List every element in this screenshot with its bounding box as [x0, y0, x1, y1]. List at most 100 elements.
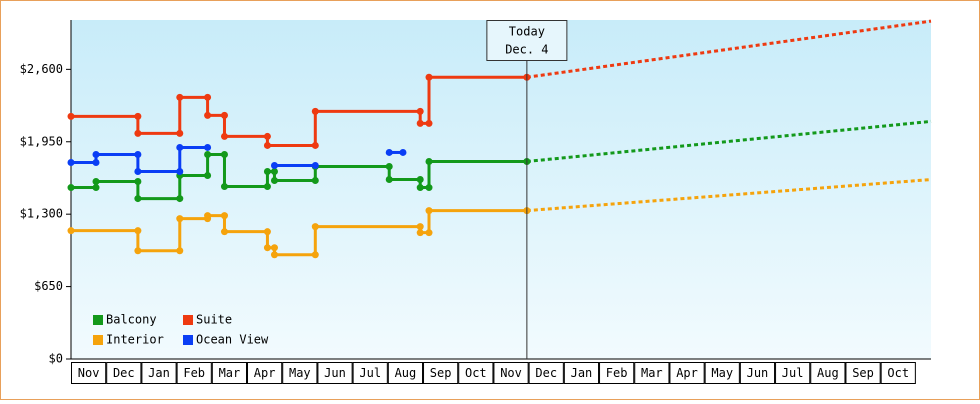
- x-tick-label: Dec: [113, 366, 135, 380]
- data-point: [134, 168, 142, 176]
- data-point: [92, 150, 100, 158]
- data-point: [204, 172, 212, 180]
- month-cell: [775, 362, 811, 384]
- data-point: [311, 161, 319, 169]
- y-tick-label: $0: [49, 352, 63, 366]
- month-cell: [739, 362, 776, 384]
- x-tick-label: Jul: [782, 366, 804, 380]
- x-tick-label: Oct: [465, 366, 487, 380]
- month-cell: [493, 362, 529, 384]
- data-point: [263, 132, 271, 140]
- data-point: [220, 228, 228, 236]
- x-tick-label: Mar: [641, 366, 663, 380]
- month-cell: [669, 362, 705, 384]
- month-cell: [423, 362, 459, 384]
- data-point: [67, 112, 75, 120]
- month-cell: [634, 362, 670, 384]
- data-point: [134, 247, 142, 255]
- data-point: [425, 157, 433, 165]
- data-point: [176, 93, 184, 101]
- data-point: [176, 195, 184, 203]
- data-point: [176, 215, 184, 223]
- x-tick-label: Jan: [148, 366, 170, 380]
- legend-label: Ocean View: [196, 333, 269, 347]
- data-point: [270, 244, 278, 252]
- y-tick-label: $2,600: [20, 62, 63, 76]
- today-label: Dec. 4: [505, 43, 548, 57]
- data-point: [263, 141, 271, 149]
- x-tick-label: Nov: [500, 366, 522, 380]
- data-point: [176, 129, 184, 137]
- data-point: [425, 73, 433, 81]
- data-point: [134, 195, 142, 203]
- month-cell: [106, 362, 142, 384]
- month-cell: [211, 362, 248, 384]
- data-point: [416, 107, 424, 115]
- data-point: [425, 207, 433, 215]
- legend-swatch: [93, 335, 103, 345]
- data-point: [311, 223, 319, 231]
- month-cell: [352, 362, 388, 384]
- month-cell: [71, 362, 107, 384]
- data-point: [204, 150, 212, 158]
- month-cell: [810, 362, 846, 384]
- x-tick-label: Apr: [254, 366, 276, 380]
- data-point: [92, 178, 100, 186]
- data-point: [204, 212, 212, 220]
- x-tick-label: Feb: [606, 366, 628, 380]
- data-point: [270, 161, 278, 169]
- month-cell: [387, 362, 424, 384]
- x-tick-label: Jul: [359, 366, 381, 380]
- data-point: [263, 228, 271, 236]
- data-point: [204, 111, 212, 119]
- data-point: [92, 184, 100, 192]
- data-point: [176, 143, 184, 151]
- data-point: [92, 158, 100, 166]
- data-point: [311, 107, 319, 115]
- legend-label: Suite: [196, 313, 232, 327]
- x-tick-label: Dec: [535, 366, 557, 380]
- data-point: [416, 184, 424, 192]
- data-point: [416, 176, 424, 184]
- data-point: [270, 177, 278, 185]
- x-tick-label: May: [289, 366, 311, 380]
- data-point: [134, 178, 142, 186]
- data-point: [311, 251, 319, 259]
- data-point: [263, 244, 271, 252]
- data-point: [425, 184, 433, 192]
- data-point: [220, 212, 228, 220]
- month-cell: [282, 362, 318, 384]
- y-tick-label: $1,950: [20, 134, 63, 148]
- forecast-line: [526, 119, 932, 163]
- y-tick-label: $1,300: [20, 207, 63, 221]
- data-point: [399, 148, 407, 156]
- data-point: [220, 132, 228, 140]
- data-point: [385, 148, 393, 156]
- month-cell: [599, 362, 635, 384]
- data-point: [176, 168, 184, 176]
- month-cell: [880, 362, 916, 384]
- legend-swatch: [183, 335, 193, 345]
- data-point: [220, 150, 228, 158]
- month-cell: [563, 362, 600, 384]
- x-tick-label: Oct: [887, 366, 909, 380]
- data-point: [67, 184, 75, 192]
- forecast-line: [526, 19, 932, 79]
- month-cell: [141, 362, 177, 384]
- data-point: [176, 247, 184, 255]
- data-point: [67, 227, 75, 235]
- x-tick-label: Sep: [852, 366, 874, 380]
- x-tick-label: Feb: [183, 366, 205, 380]
- x-tick-label: Aug: [395, 366, 417, 380]
- data-point: [220, 183, 228, 191]
- data-point: [263, 168, 271, 176]
- data-point: [220, 111, 228, 119]
- x-tick-label: Sep: [430, 366, 452, 380]
- data-point: [311, 141, 319, 149]
- data-point: [425, 119, 433, 127]
- data-point: [311, 177, 319, 185]
- data-point: [270, 251, 278, 259]
- month-cell: [458, 362, 494, 384]
- data-point: [134, 112, 142, 120]
